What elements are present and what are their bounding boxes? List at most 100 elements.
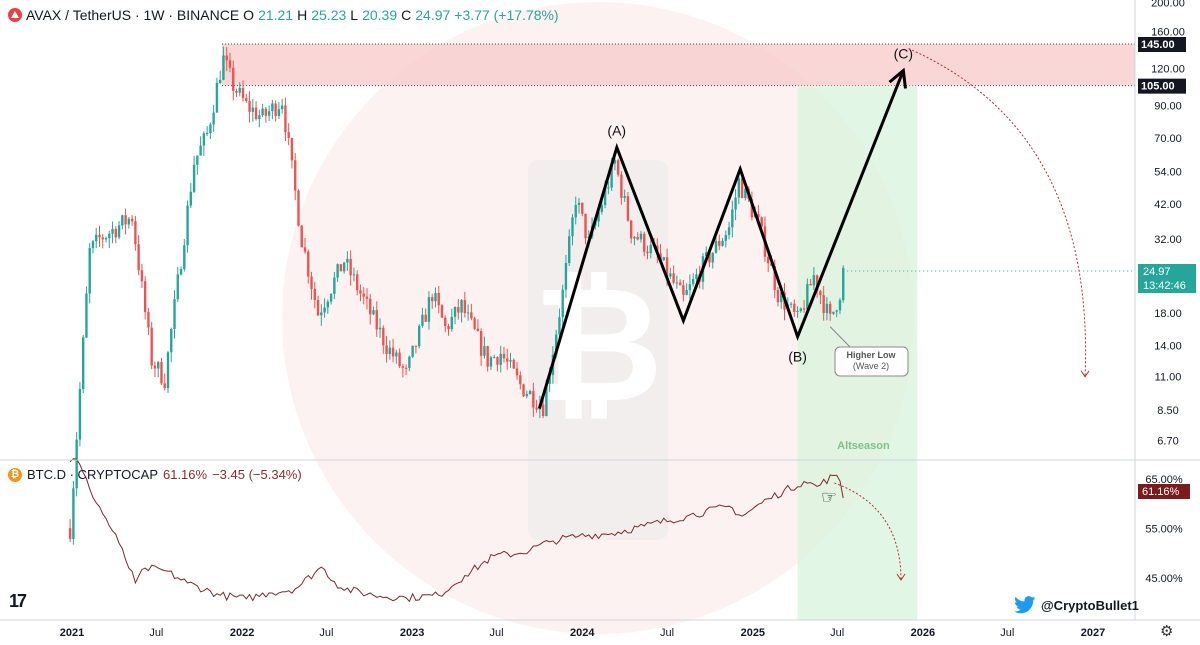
candle-down [766, 256, 770, 264]
candle-down [382, 327, 385, 346]
candle-down [522, 384, 525, 397]
price-tick-label: 11.00 [1155, 372, 1182, 384]
candle-down [519, 375, 522, 385]
candle-up [88, 247, 91, 294]
candle-up [675, 282, 679, 284]
candle-up [267, 111, 271, 116]
candle-down [359, 290, 362, 294]
author-handle[interactable]: @CryptoBullet1 [1014, 596, 1139, 614]
candle-up [597, 211, 600, 222]
gear-icon[interactable]: ⚙ [1160, 623, 1174, 640]
btcd-tick-label: 45.00% [1145, 573, 1183, 585]
candle-down [424, 314, 427, 322]
candle-down [740, 178, 744, 199]
candle-down [163, 383, 166, 389]
candle-down [339, 264, 343, 272]
candle-up [222, 55, 225, 80]
candle-up [525, 394, 529, 397]
candle-up [176, 274, 179, 300]
candle-down [153, 365, 157, 369]
candle-up [509, 360, 512, 362]
candle-up [574, 205, 577, 218]
candle-down [114, 228, 118, 238]
callout-pointer [829, 326, 853, 350]
candle-down [672, 273, 675, 283]
candle-down [515, 368, 519, 376]
candle-up [157, 362, 160, 369]
candle-down [228, 60, 232, 68]
indicator-value: 61.16% [162, 467, 208, 482]
indicator-legend[interactable]: ₿ BTC.D · CRYPTOCAP 61.16% −3.45 (−5.34%… [8, 467, 302, 482]
candle-up [796, 310, 799, 313]
hand-pointer-icon: ☞ [821, 487, 837, 508]
candle-up [838, 300, 842, 311]
price-tick-label: 42.00 [1154, 199, 1182, 211]
candle-down [473, 318, 476, 329]
annotation-layer: (A) (B) (C) Higher Low(Wave 2) Altseason ☞ [537, 46, 1090, 581]
candle-down [140, 270, 144, 282]
candle-up [568, 236, 571, 264]
candle-down [385, 345, 388, 355]
candle-up [251, 107, 255, 112]
candle-up [564, 263, 568, 290]
wave-c-label: (C) [894, 46, 913, 62]
candle-down [254, 107, 258, 120]
time-tick-label: 2026 [911, 627, 935, 639]
candle-up [789, 303, 793, 305]
candle-down [130, 218, 134, 222]
change-value: +3.77 (+17.78%) [454, 7, 559, 23]
candle-up [669, 273, 672, 277]
candle-up [799, 308, 803, 311]
candle-down [365, 296, 369, 299]
high-label: H [297, 7, 308, 23]
candle-up [607, 187, 610, 189]
candle-down [760, 217, 763, 227]
candle-up [639, 233, 643, 240]
candle-down [134, 221, 137, 245]
btcd-tick-label: 55.00% [1145, 524, 1183, 536]
candle-up [170, 329, 173, 353]
open-value: 21.21 [258, 7, 294, 23]
candle-down [819, 291, 822, 296]
candle-up [558, 317, 561, 335]
btc-dominance-series [69, 458, 844, 603]
candle-down [160, 362, 163, 384]
candle-down [375, 310, 378, 330]
price-tick-label: 54.00 [1154, 166, 1182, 178]
candle-up [421, 314, 424, 326]
candle-down [232, 67, 235, 91]
close-label: C [401, 7, 412, 23]
avax-coin-icon [8, 8, 22, 22]
candle-up [333, 277, 336, 295]
candle-up [189, 191, 193, 206]
candle-up [825, 303, 829, 314]
candle-up [705, 252, 708, 257]
price-tick-label: 8.50 [1157, 405, 1178, 417]
watermark-tile [528, 160, 668, 540]
candle-up [173, 299, 176, 330]
price-tick-label: 32.00 [1154, 234, 1182, 246]
candle-up [688, 284, 692, 291]
current-price-tag: 24.97 [1143, 266, 1171, 278]
candle-up [695, 274, 698, 280]
price-tick-label: 18.00 [1154, 308, 1182, 320]
candle-up [127, 218, 131, 225]
candle-down [101, 237, 104, 240]
candle-up [408, 356, 411, 368]
candle-up [75, 439, 78, 489]
candle-up [346, 258, 349, 263]
candle-down [457, 306, 460, 313]
time-tick-label: Jul [149, 627, 163, 639]
candle-up [737, 178, 741, 198]
candle-down [225, 55, 228, 61]
candle-up [613, 160, 617, 164]
candle-up [192, 164, 196, 192]
tradingview-logo[interactable]: 17 [9, 591, 27, 611]
candle-up [744, 188, 747, 199]
candle-down [98, 234, 101, 238]
candle-up [218, 79, 222, 83]
candle-up [577, 202, 581, 206]
